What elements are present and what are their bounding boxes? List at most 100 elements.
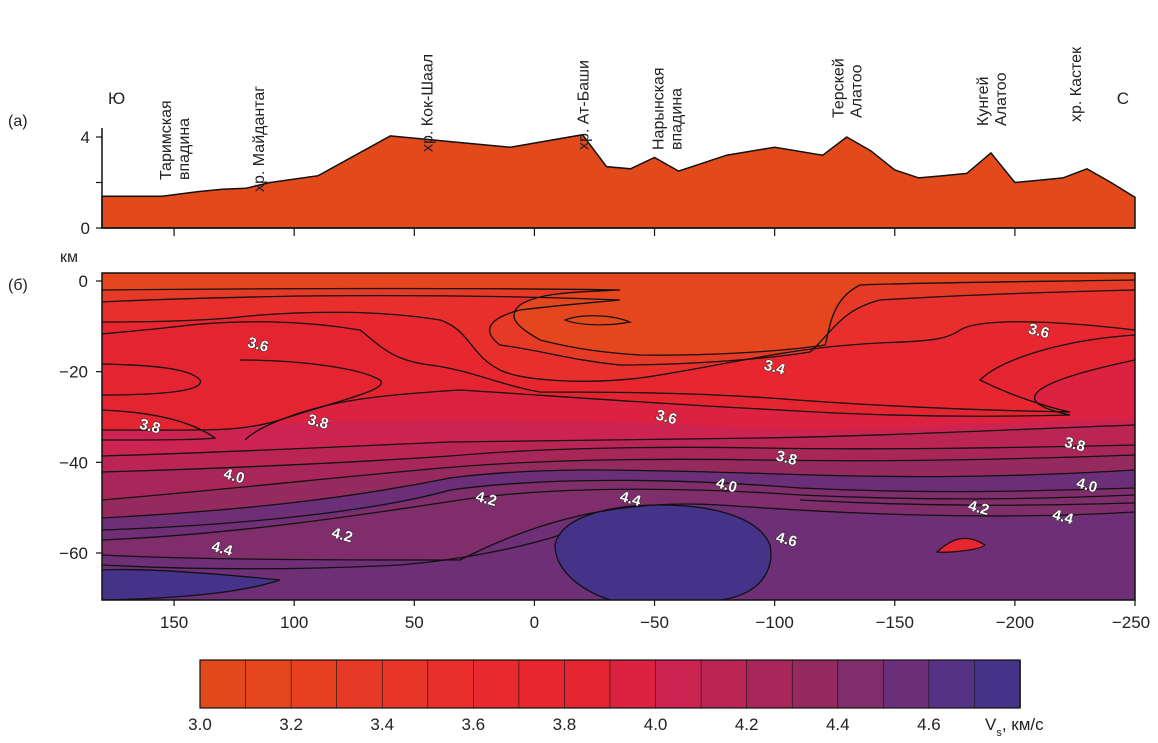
velocity-y-tick-label: −40 (59, 453, 88, 472)
colorbar-tick-label: 3.8 (553, 715, 577, 734)
topo-annotation-text: хр. Кок-Шаал (419, 54, 436, 152)
topo-annotation: Нарынская впадина (651, 67, 686, 150)
velocity-panel-frame (101, 272, 1136, 601)
contour-label: 4.0 (714, 475, 739, 497)
contour-line (102, 469, 1135, 519)
topo-annotation-text: впадина (176, 118, 193, 180)
topo-annotation: хр. Кастек (1068, 46, 1085, 122)
topo-annotation-text: Нарынская (651, 67, 668, 150)
field-red-bubble (935, 537, 986, 553)
colorbar-cell (791, 659, 839, 709)
field-blue-center (555, 505, 771, 600)
contour-label: 3.8 (1063, 434, 1088, 456)
topo-annotation-text: впадина (669, 88, 686, 150)
velocity-x-tick-label: −200 (996, 613, 1034, 632)
topo-annotation: хр. Ат-Баши (575, 60, 592, 150)
topo-annotation-text: Терскей (831, 58, 848, 118)
velocity-x-tick-label: 50 (405, 613, 424, 632)
field-blue-left (102, 569, 280, 600)
contour-line (102, 409, 217, 441)
velocity-x-tick-label: −250 (1112, 613, 1150, 632)
velocity-x-tick-label: −150 (876, 613, 914, 632)
contour-label: 4.2 (330, 524, 355, 546)
colorbar-cell (928, 659, 976, 709)
velocity-x-tick-label: −100 (756, 613, 794, 632)
field-layer-33 (102, 273, 1135, 356)
colorbar-cell (245, 659, 292, 709)
colorbar-cell (336, 659, 384, 709)
topo-annotation: хр. Кок-Шаал (419, 54, 436, 152)
colorbar-cell (473, 659, 520, 709)
colorbar-frame (199, 659, 1021, 709)
velocity-x-ticks: 150 100 50 0 −50 −100 −150 −200 −250 (160, 600, 1150, 632)
topo-annotation: Таримская впадина (158, 100, 193, 180)
contour-line (102, 279, 1135, 356)
topo-annotation: Терскей Алатоо (831, 58, 866, 118)
colorbar-cell (746, 659, 794, 709)
colorbar-cell (655, 659, 702, 709)
colorbar-unit-label: Vs, км/с (985, 715, 1044, 738)
colorbar-cell (609, 659, 657, 709)
velocity-y-tick-label: −60 (59, 544, 88, 563)
velocity-y-tick-label: 0 (79, 272, 88, 291)
panel-b-label: (б) (8, 277, 28, 294)
contour-line (554, 504, 772, 600)
colorbar-tick-label: 3.0 (188, 715, 212, 734)
topo-annotation-text: Кунгей (975, 77, 992, 126)
contour-label: 3.4 (762, 357, 787, 379)
contour-line (102, 424, 1135, 457)
colorbar-tick-label: 4.4 (826, 715, 850, 734)
colorbar-cell (381, 659, 429, 709)
colorbar-cell (199, 659, 247, 709)
topo-annotation: Кунгей Алатоо (975, 72, 1010, 126)
contour-line (102, 488, 1135, 541)
topography-area (101, 133, 1136, 229)
contour-line (102, 311, 1135, 382)
velocity-x-tick-label: −50 (640, 613, 669, 632)
contour-label: 4.4 (210, 538, 235, 560)
topo-y-tick-label: 0 (81, 219, 90, 238)
contour-label: 3.6 (654, 407, 679, 429)
contour-line (102, 321, 1135, 413)
field-layer-44 (102, 480, 1135, 560)
topo-annotation-text: хр. Кастек (1068, 46, 1085, 122)
contour-line (102, 454, 1135, 501)
contour-label: 4.2 (474, 488, 499, 510)
topo-annotation-text: Алатоо (849, 64, 866, 118)
contour-label: 4.0 (1075, 475, 1100, 497)
colorbar-cell (518, 659, 566, 709)
contour-line (102, 444, 1135, 473)
contour-line (799, 499, 1135, 506)
contour-label: 4.2 (966, 497, 991, 519)
contour-line (554, 544, 611, 600)
colorbar-tick-label: 3.4 (370, 715, 394, 734)
contour-label: 4.4 (1051, 506, 1076, 528)
topo-annotation: хр. Майдантаг (251, 86, 268, 192)
colorbar-cell (290, 659, 338, 709)
contour-line (102, 503, 1135, 561)
contour-line (102, 479, 1135, 531)
contour-label: 4.4 (618, 488, 643, 510)
topo-annotation-text: Алатоо (993, 72, 1010, 126)
colorbar-cell (700, 659, 748, 709)
colorbar-tick-label: 4.0 (644, 715, 668, 734)
contour-label: 3.8 (774, 447, 799, 469)
contour-line (239, 359, 382, 441)
velocity-x-tick-label: 100 (280, 613, 308, 632)
velocity-panel: (б) км (8, 249, 1150, 632)
contour-line (102, 534, 561, 570)
topo-annotation-text: хр. Ат-Баши (575, 60, 592, 150)
colorbar-cell (427, 659, 475, 709)
contour-lines (102, 279, 1135, 600)
colorbar-cells (199, 659, 1021, 709)
colorbar-tick-label: 3.6 (462, 715, 486, 734)
y-axis-unit-label: км (60, 249, 78, 266)
contour-label: 3.8 (306, 411, 331, 433)
contour-line (102, 568, 281, 600)
colorbar-ticks: 3.0 3.2 3.4 3.6 3.8 4.0 4.2 4.4 4.6 (188, 715, 941, 734)
colorbar: 3.0 3.2 3.4 3.6 3.8 4.0 4.2 4.4 4.6 Vs, км/с (188, 659, 1044, 739)
contour-line (102, 363, 202, 396)
contour-label: 3.8 (138, 416, 163, 438)
